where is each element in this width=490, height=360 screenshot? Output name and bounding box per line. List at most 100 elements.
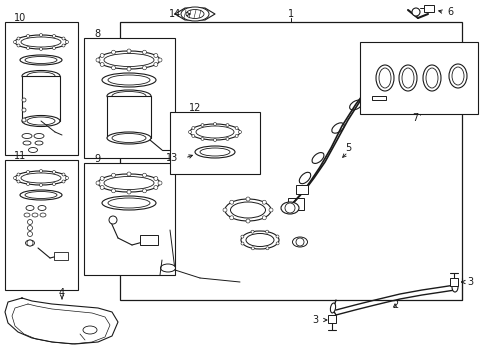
Bar [84,163,175,275]
Bar [22,76,60,121]
Text: 12: 12 [189,103,201,113]
Circle shape [17,180,20,183]
Ellipse shape [24,213,30,217]
Ellipse shape [22,71,60,81]
Circle shape [26,170,29,174]
Circle shape [112,189,116,193]
Text: 7: 7 [412,113,418,123]
Circle shape [26,35,29,37]
Ellipse shape [27,117,55,125]
Circle shape [112,173,116,177]
Circle shape [192,126,195,130]
Bar [360,42,478,114]
Ellipse shape [25,192,57,198]
Circle shape [100,185,104,189]
Circle shape [22,108,26,112]
Circle shape [214,122,217,126]
Circle shape [262,216,266,220]
Circle shape [266,230,269,233]
Circle shape [201,138,204,140]
Ellipse shape [40,213,46,217]
Circle shape [22,98,26,102]
Bar [424,5,434,12]
Bar [140,235,158,245]
Circle shape [62,37,65,40]
Ellipse shape [22,116,60,126]
Circle shape [276,235,279,238]
Ellipse shape [195,146,235,158]
Circle shape [192,135,195,138]
Circle shape [40,33,43,36]
Circle shape [96,58,100,62]
Ellipse shape [108,75,150,85]
Circle shape [52,183,55,185]
Ellipse shape [186,9,204,18]
Circle shape [62,173,65,176]
Circle shape [66,41,69,44]
Circle shape [189,131,192,134]
Circle shape [214,139,217,141]
Ellipse shape [200,148,230,156]
Text: 2: 2 [392,300,398,310]
Ellipse shape [426,68,438,88]
Circle shape [14,176,17,180]
Circle shape [230,216,234,220]
Ellipse shape [225,199,271,221]
Ellipse shape [25,240,34,246]
Circle shape [26,183,29,185]
Ellipse shape [98,174,160,192]
Circle shape [158,58,162,62]
Circle shape [158,181,162,185]
Circle shape [154,54,158,58]
Bar [5,160,78,290]
Ellipse shape [399,65,417,91]
Circle shape [143,66,147,70]
Circle shape [62,180,65,183]
Circle shape [112,50,116,54]
Circle shape [241,235,244,238]
Circle shape [223,208,227,212]
Circle shape [251,247,254,250]
Circle shape [412,8,420,16]
Circle shape [96,181,100,185]
Bar [372,96,386,100]
Ellipse shape [246,234,274,247]
Circle shape [143,189,147,193]
Ellipse shape [449,64,467,88]
Bar [5,22,78,155]
Bar [84,38,175,158]
Bar [288,198,304,210]
Ellipse shape [20,55,62,65]
Circle shape [127,172,131,176]
Bar [296,185,308,194]
Ellipse shape [98,51,160,69]
Circle shape [230,200,234,204]
Ellipse shape [102,73,156,87]
Circle shape [154,176,158,180]
Circle shape [262,200,266,204]
Ellipse shape [452,67,464,85]
Ellipse shape [376,65,394,91]
Circle shape [246,219,250,223]
Ellipse shape [423,65,441,91]
Circle shape [154,185,158,189]
Ellipse shape [402,68,414,88]
Circle shape [235,135,238,138]
Circle shape [235,126,238,130]
Ellipse shape [35,141,43,145]
Ellipse shape [293,237,308,247]
Text: 13: 13 [166,153,178,163]
Circle shape [143,50,147,54]
Ellipse shape [102,196,156,210]
Bar [107,96,151,138]
Ellipse shape [181,7,209,21]
Circle shape [17,37,20,40]
Circle shape [239,131,242,134]
Circle shape [251,230,254,233]
Ellipse shape [112,91,146,100]
Circle shape [100,63,104,67]
Circle shape [27,231,32,237]
Text: 3: 3 [467,277,473,287]
Circle shape [22,118,26,122]
Circle shape [40,170,43,172]
